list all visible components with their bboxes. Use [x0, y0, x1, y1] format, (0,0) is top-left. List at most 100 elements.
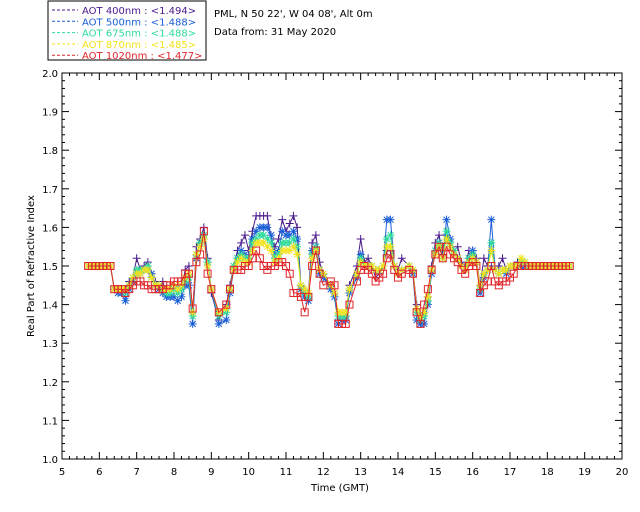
- x-tick-label: 14: [392, 467, 405, 478]
- axes: 5 6 7 8 9 10 11 12 13 14 15 16 17 18 19 20 1.0 1.1 1.2 1.3 1…: [42, 69, 628, 478]
- data-point: [300, 308, 309, 317]
- data-point: [207, 285, 216, 294]
- data-point: [479, 254, 488, 263]
- data-point: [364, 254, 373, 263]
- data-point: [255, 254, 264, 263]
- data-point: [196, 242, 205, 251]
- x-tick-label: 8: [171, 467, 177, 478]
- data-point: [237, 254, 246, 263]
- y-tick-label: 1.7: [42, 185, 58, 196]
- x-tick-label: 15: [429, 467, 442, 478]
- data-point: [289, 234, 298, 243]
- x-tick-label: 12: [317, 467, 330, 478]
- data-point: [289, 242, 298, 251]
- data-point: [259, 231, 268, 240]
- data-point: [453, 258, 462, 267]
- data-date: Data from: 31 May 2020: [214, 27, 336, 38]
- data-point: [479, 269, 488, 278]
- data-point: [296, 281, 305, 290]
- y-tick-label: 1.5: [42, 262, 58, 273]
- data-point: [498, 254, 507, 263]
- x-tick-label: 19: [578, 467, 591, 478]
- data-point: [416, 319, 425, 328]
- data-point: [341, 319, 350, 328]
- data-point: [285, 269, 294, 278]
- data-point: [237, 238, 246, 247]
- data-point: [330, 289, 339, 298]
- data-point: [203, 262, 212, 270]
- data-point: [420, 300, 429, 309]
- y-tick-label: 1.9: [42, 108, 58, 119]
- data-point: [170, 292, 178, 301]
- data-point: [278, 215, 287, 224]
- data-point: [285, 246, 294, 255]
- data-point: [472, 262, 481, 270]
- data-point: [263, 211, 272, 220]
- x-tick-label: 16: [466, 467, 479, 478]
- data-point: [184, 281, 193, 290]
- data-point: [259, 238, 268, 247]
- y-tick-label: 1.2: [42, 378, 58, 389]
- data-point: [252, 246, 261, 255]
- data-point: [267, 238, 276, 247]
- data-point: [252, 227, 261, 236]
- data-point: [315, 269, 324, 278]
- data-point: [386, 250, 395, 259]
- data-point: [196, 250, 205, 259]
- data-point: [222, 300, 231, 309]
- data-point: [188, 304, 197, 313]
- data-point: [356, 234, 365, 243]
- data-point: [341, 308, 350, 317]
- legend-box: [47, 0, 207, 61]
- data-point: [308, 254, 317, 263]
- data-point: [184, 262, 193, 270]
- x-axis-title: Time (GMT): [310, 483, 369, 494]
- series-layer: [84, 211, 574, 328]
- y-tick-label: 1.1: [42, 416, 58, 427]
- data-point: [143, 265, 152, 274]
- legend-entry-label: AOT 675nm : <1.488>: [82, 29, 196, 40]
- data-point: [423, 292, 432, 301]
- data-point: [289, 227, 298, 236]
- data-point: [199, 234, 208, 243]
- data-point: [214, 319, 223, 328]
- y-tick-label: 1.3: [42, 339, 58, 350]
- data-point: [192, 258, 201, 267]
- data-point: [420, 308, 429, 317]
- data-point: [494, 269, 503, 278]
- data-point: [379, 262, 388, 270]
- data-point: [487, 215, 496, 224]
- y-tick-label: 1.0: [42, 455, 58, 466]
- y-tick-label: 1.6: [42, 223, 58, 234]
- x-tick-label: 5: [59, 467, 65, 478]
- x-tick-label: 10: [242, 467, 255, 478]
- data-point: [509, 269, 518, 278]
- x-tick-label: 20: [616, 467, 629, 478]
- y-tick-label: 2.0: [42, 69, 58, 80]
- data-point: [293, 223, 302, 232]
- data-point: [382, 234, 391, 243]
- x-tick-label: 11: [280, 467, 293, 478]
- legend-entry-label: AOT 1020nm : <1.477>: [82, 51, 202, 62]
- data-point: [487, 238, 496, 247]
- data-point: [352, 277, 361, 286]
- data-point: [442, 242, 451, 251]
- data-point: [285, 219, 294, 228]
- data-point: [311, 246, 320, 255]
- x-tick-label: 7: [133, 467, 139, 478]
- data-point: [386, 215, 395, 224]
- data-point: [311, 231, 320, 240]
- x-tick-label: 9: [208, 467, 214, 478]
- data-point: [345, 285, 354, 294]
- data-point: [121, 296, 130, 305]
- data-point: [408, 269, 417, 278]
- data-point: [263, 234, 272, 243]
- data-point: [435, 231, 444, 240]
- data-point: [494, 262, 503, 270]
- data-point: [517, 254, 526, 263]
- y-tick-label: 1.4: [42, 301, 58, 312]
- data-point: [453, 242, 462, 251]
- data-point: [173, 285, 182, 294]
- x-tick-label: 17: [504, 467, 517, 478]
